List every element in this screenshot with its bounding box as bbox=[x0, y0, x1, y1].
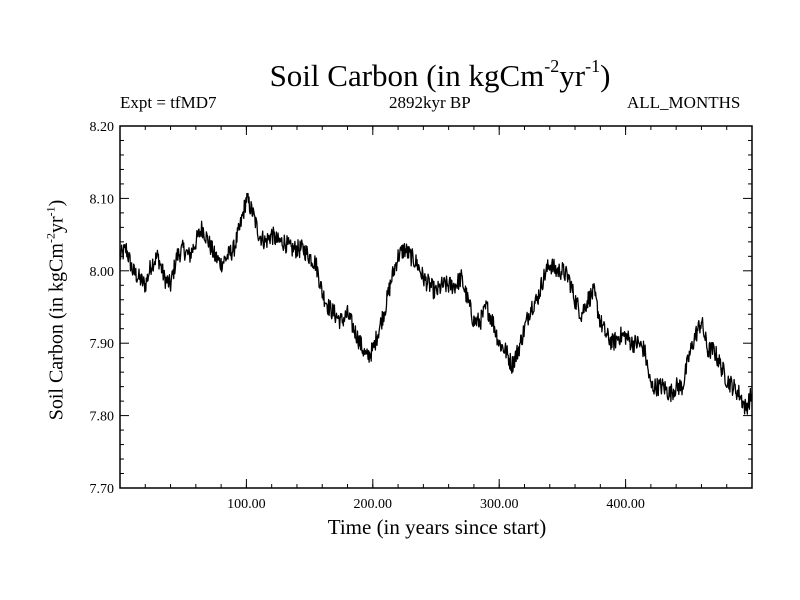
chart-title: Soil Carbon (in kgCm-2yr-1) bbox=[269, 56, 611, 93]
tick-label-layer: 100.00 200.00 300.00 400.00 7.70 7.80 7.90 8.00… bbox=[90, 120, 645, 512]
experiment-label: Expt = tfMD7 bbox=[120, 93, 217, 112]
x-tick-label: 100.00 bbox=[227, 497, 266, 512]
y-tick-label: 8.00 bbox=[90, 265, 115, 280]
y-tick-label: 7.90 bbox=[90, 337, 115, 352]
soil-carbon-series-line bbox=[119, 192, 753, 415]
period-label: 2892kyr BP bbox=[389, 93, 471, 112]
y-tick-label: 8.10 bbox=[90, 192, 115, 207]
x-tick-label: 400.00 bbox=[606, 497, 645, 512]
x-axis-label: Time (in years since start) bbox=[327, 515, 547, 539]
tick-layer bbox=[120, 125, 752, 489]
y-tick-label: 7.80 bbox=[90, 410, 115, 425]
months-label: ALL_MONTHS bbox=[627, 93, 741, 112]
y-axis-label: Soil Carbon (in kgCm-2yr-1) bbox=[43, 199, 68, 421]
x-tick-label: 300.00 bbox=[480, 497, 519, 512]
y-tick-label: 8.20 bbox=[90, 120, 115, 135]
plot-frame bbox=[119, 125, 753, 489]
x-tick-label: 200.00 bbox=[354, 497, 393, 512]
y-tick-label: 7.70 bbox=[90, 482, 115, 497]
